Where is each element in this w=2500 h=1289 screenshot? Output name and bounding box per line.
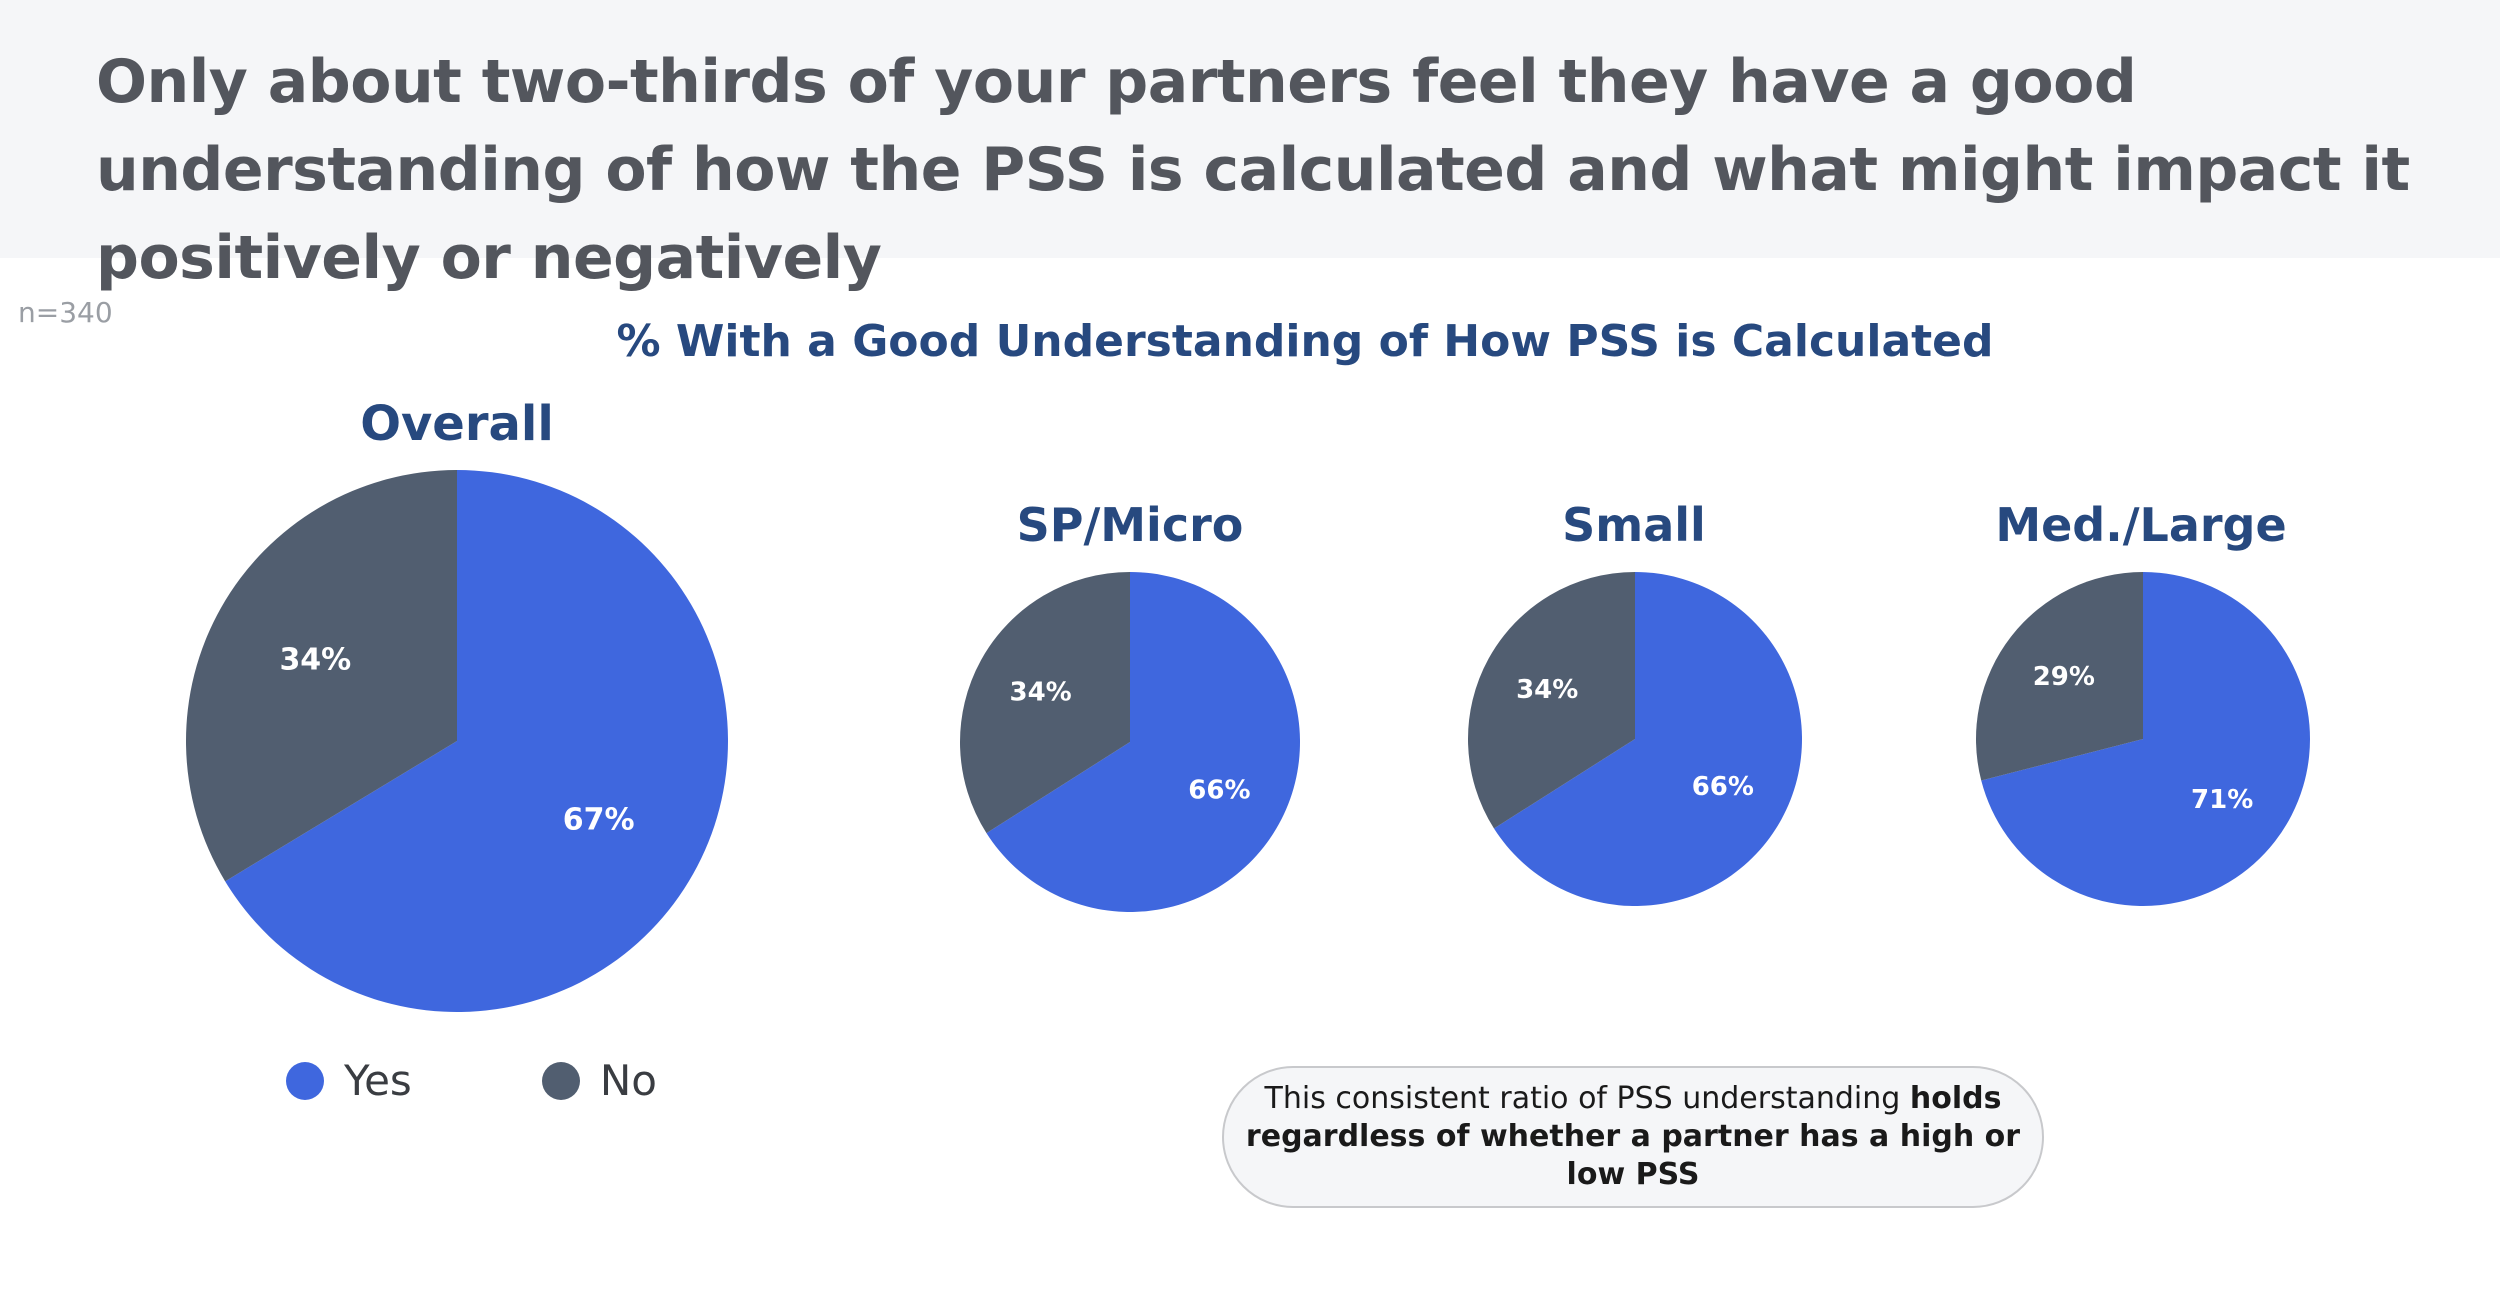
- pie-label-no: 29%: [2033, 662, 2095, 692]
- sample-size: n=340: [18, 296, 113, 329]
- callout-text: This consistent ratio of PSS understandi…: [1244, 1080, 2022, 1194]
- pie-title-sp-micro: SP/Micro: [1016, 498, 1244, 552]
- page-headline: Only about two-thirds of your partners f…: [96, 47, 2410, 293]
- legend-label-yes: Yes: [344, 1056, 412, 1105]
- chart-legend: Yes No: [286, 1056, 787, 1105]
- callout-text-bold: holds regardless of whether a partner ha…: [1245, 1081, 2021, 1192]
- legend-swatch-no: [541, 1061, 580, 1100]
- legend-item-no: No: [541, 1056, 657, 1105]
- pie-slice-no: [185, 470, 457, 882]
- pie-title-med-large: Med./Large: [1995, 498, 2287, 552]
- pie-chart-med-large: 71% 29%: [1976, 572, 2310, 906]
- pie-label-yes: 71%: [2191, 785, 2253, 815]
- pie-label-no: 34%: [279, 643, 351, 678]
- insight-callout: This consistent ratio of PSS understandi…: [1222, 1066, 2044, 1208]
- pie-slice-yes: [986, 572, 1300, 912]
- pie-label-yes: 66%: [1692, 772, 1754, 802]
- pie-slice-no: [960, 572, 1130, 834]
- pie-slice-yes: [1981, 572, 2310, 906]
- pie-chart-sp-micro: 66% 34%: [960, 572, 1300, 912]
- pie-label-no: 34%: [1516, 675, 1578, 705]
- pie-title-overall: Overall: [360, 396, 554, 452]
- legend-item-yes: Yes: [286, 1056, 412, 1105]
- pie-slice-yes: [1493, 572, 1802, 906]
- header-band: Only about two-thirds of your partners f…: [0, 0, 2500, 293]
- callout-text-plain: This consistent ratio of PSS understandi…: [1264, 1081, 1910, 1116]
- pie-chart-small: 66% 34%: [1468, 572, 1802, 906]
- legend-label-no: No: [599, 1056, 657, 1105]
- pie-chart-overall: 67% 34%: [185, 470, 728, 1012]
- pie-title-small: Small: [1562, 498, 1706, 552]
- pie-label-yes: 66%: [1188, 776, 1250, 806]
- pie-slice-no: [1976, 572, 2143, 781]
- chart-title: % With a Good Understanding of How PSS i…: [616, 316, 1994, 367]
- pie-slice-yes: [225, 470, 728, 1012]
- legend-swatch-yes: [286, 1061, 324, 1100]
- pie-slice-no: [1468, 572, 1635, 829]
- pie-label-yes: 67%: [563, 802, 635, 837]
- pie-label-no: 34%: [1009, 677, 1071, 707]
